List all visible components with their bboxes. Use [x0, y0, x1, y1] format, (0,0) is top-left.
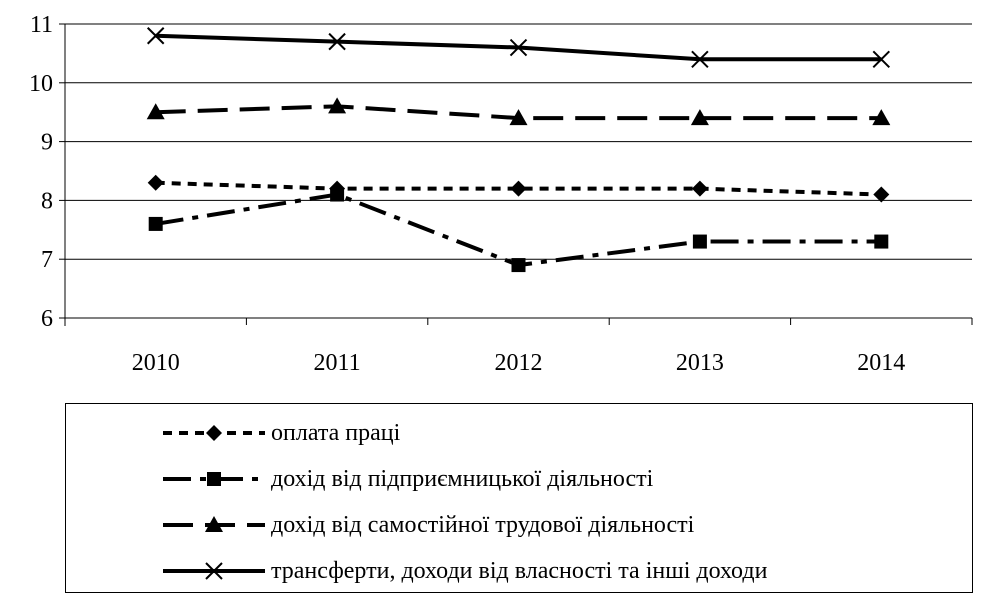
data-point [148, 216, 163, 231]
legend-marker [205, 516, 223, 532]
data-point [330, 187, 345, 202]
legend-label: оплата праці [271, 419, 401, 446]
legend-swatch [163, 562, 265, 580]
legend-item: оплата праці [161, 415, 400, 451]
x-tick-label: 2012 [495, 350, 543, 376]
data-point [873, 186, 890, 203]
series-group [146, 27, 891, 273]
x-tick-label: 2013 [676, 350, 724, 376]
data-point [872, 109, 891, 126]
data-point [691, 50, 709, 68]
data-point [147, 174, 164, 191]
gridlines [65, 23, 972, 319]
x-tick-labels: 2010 2011 2012 2013 2014 [132, 350, 906, 376]
data-point [872, 50, 891, 68]
data-point [691, 180, 708, 197]
data-point [328, 32, 346, 51]
y-tick-label: 6 [41, 306, 53, 332]
axes [59, 23, 973, 326]
legend: оплата праці дохід від підприємницької ді… [65, 403, 973, 593]
series-line [155, 180, 882, 197]
series-3 [146, 27, 891, 68]
legend-marker [205, 562, 223, 580]
data-point [874, 234, 889, 249]
data-point [509, 109, 528, 126]
y-tick-label: 8 [41, 188, 53, 214]
series-0 [147, 174, 890, 203]
legend-marker [207, 472, 221, 486]
data-point [511, 258, 526, 273]
y-tick-label: 10 [29, 71, 53, 97]
series-line [155, 192, 882, 268]
y-tick-label: 9 [41, 130, 53, 156]
legend-swatch [163, 472, 265, 486]
legend-marker [206, 425, 222, 441]
legend-swatch [163, 425, 265, 441]
legend-item: дохід від самостійної трудової діяльност… [161, 507, 694, 543]
data-point [146, 27, 165, 45]
y-tick-labels: 6 7 8 9 10 11 [29, 12, 53, 332]
data-point [509, 38, 528, 57]
x-tick-label: 2010 [132, 350, 180, 376]
series-1 [148, 187, 889, 273]
legend-label: трансферти, доходи від власності та інші… [271, 557, 768, 584]
legend-item: трансферти, доходи від власності та інші… [161, 553, 767, 589]
y-tick-label: 7 [41, 247, 53, 273]
legend-label: дохід від самостійної трудової діяльност… [271, 511, 695, 538]
legend-label: дохід від підприємницької діяльності [271, 465, 654, 492]
data-point [510, 180, 527, 197]
data-point [692, 234, 707, 249]
x-tick-label: 2014 [857, 350, 905, 376]
x-tick-label: 2011 [314, 350, 361, 376]
data-point [146, 103, 165, 120]
series-2 [146, 97, 891, 126]
data-point [328, 97, 347, 114]
y-tick-label: 11 [30, 12, 53, 38]
legend-item: дохід від підприємницької діяльності [161, 461, 653, 497]
data-point [690, 109, 709, 126]
line-chart: 6 7 8 9 10 11 2010 2011 2012 2013 2014 [29, 12, 973, 376]
legend-swatch [163, 516, 265, 532]
